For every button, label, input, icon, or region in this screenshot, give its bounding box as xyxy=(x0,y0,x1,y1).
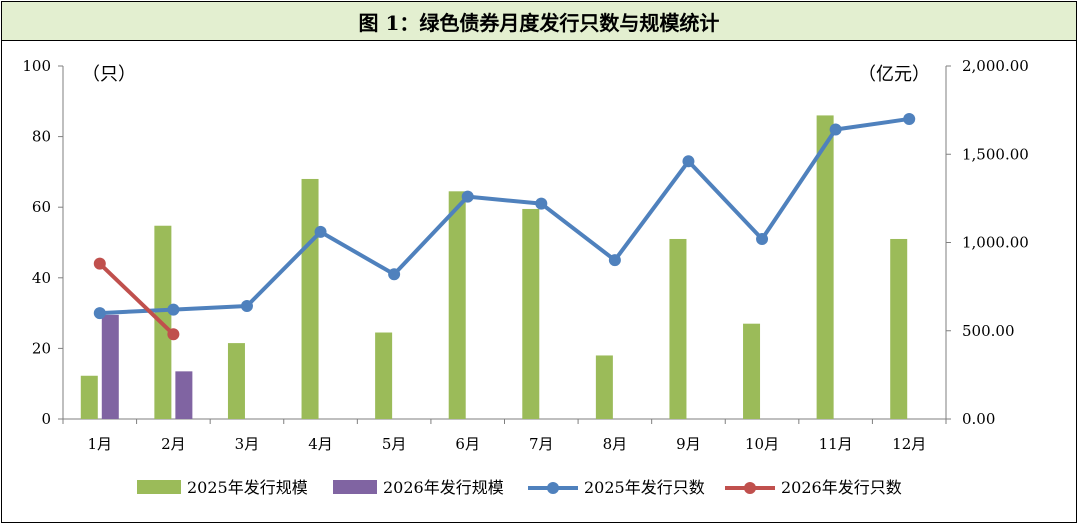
data-point xyxy=(903,112,916,125)
data-point xyxy=(388,268,401,281)
bars xyxy=(80,115,908,420)
bar xyxy=(375,332,393,419)
x-tick-label: 11月 xyxy=(819,435,853,453)
bar xyxy=(101,314,119,419)
bar xyxy=(595,355,613,419)
data-point xyxy=(682,155,695,168)
bar xyxy=(175,371,193,419)
x-tick-label: 9月 xyxy=(676,435,701,453)
series-line xyxy=(99,116,910,316)
data-point xyxy=(93,307,106,320)
legend-swatch xyxy=(333,480,377,494)
legend-marker xyxy=(744,482,756,494)
bar xyxy=(448,191,466,419)
legend-swatch xyxy=(137,480,181,494)
left-tick-label: 80 xyxy=(32,128,51,146)
data-point xyxy=(756,232,769,245)
lines xyxy=(93,112,916,341)
series-line xyxy=(98,262,175,336)
bar xyxy=(816,115,834,420)
bar xyxy=(743,323,761,419)
x-tick-label: 1月 xyxy=(88,435,113,453)
right-axis-unit: （亿元） xyxy=(858,64,930,85)
chart-title: 图 1：绿色债券月度发行只数与规模统计 xyxy=(2,2,1076,41)
x-tick-label: 5月 xyxy=(382,435,407,453)
legend-label: 2025年发行只数 xyxy=(584,478,705,497)
data-point xyxy=(93,257,106,270)
left-tick-label: 20 xyxy=(32,339,51,357)
bar xyxy=(301,178,319,419)
data-point xyxy=(608,254,621,267)
data-point xyxy=(167,328,180,341)
data-point xyxy=(461,190,474,203)
bar xyxy=(890,238,908,419)
data-point xyxy=(240,300,253,313)
right-tick-label: 500.00 xyxy=(962,322,1015,340)
right-tick-label: 0.00 xyxy=(962,410,995,428)
bar xyxy=(522,208,540,419)
data-point xyxy=(535,197,548,210)
x-tick-label: 8月 xyxy=(603,435,628,453)
bar xyxy=(227,343,245,419)
left-tick-label: 0 xyxy=(41,410,51,428)
x-tick-label: 7月 xyxy=(529,435,554,453)
left-axis-unit: （只） xyxy=(82,64,136,85)
legend: 2025年发行规模 2026年发行规模 2025年发行只数 2026年发行只数 xyxy=(137,478,902,497)
legend-label: 2025年发行规模 xyxy=(187,478,308,497)
bar xyxy=(669,238,687,419)
x-tick-label: 2月 xyxy=(161,435,186,453)
data-point xyxy=(314,225,327,238)
x-tick-label: 12月 xyxy=(892,435,926,453)
right-tick-label: 1,000.00 xyxy=(962,234,1029,252)
x-tick-label: 6月 xyxy=(455,435,480,453)
x-tick-label: 3月 xyxy=(235,435,260,453)
legend-label: 2026年发行规模 xyxy=(383,478,504,497)
x-tick-label: 10月 xyxy=(745,435,779,453)
left-tick-label: 40 xyxy=(32,269,51,287)
labels: 0 20 40 60 80 100 0.00 500.00 1,000.00 1,500.00 2,… xyxy=(22,57,1028,453)
left-tick-label: 60 xyxy=(32,198,51,216)
right-tick-label: 2,000.00 xyxy=(962,57,1029,75)
x-tick-label: 4月 xyxy=(308,435,333,453)
axes xyxy=(58,65,951,424)
data-point xyxy=(167,303,180,316)
right-tick-label: 1,500.00 xyxy=(962,145,1029,163)
data-point xyxy=(829,123,842,136)
left-tick-label: 100 xyxy=(22,57,51,75)
bar xyxy=(80,375,98,419)
legend-marker xyxy=(547,482,559,494)
legend-label: 2026年发行只数 xyxy=(781,478,902,497)
